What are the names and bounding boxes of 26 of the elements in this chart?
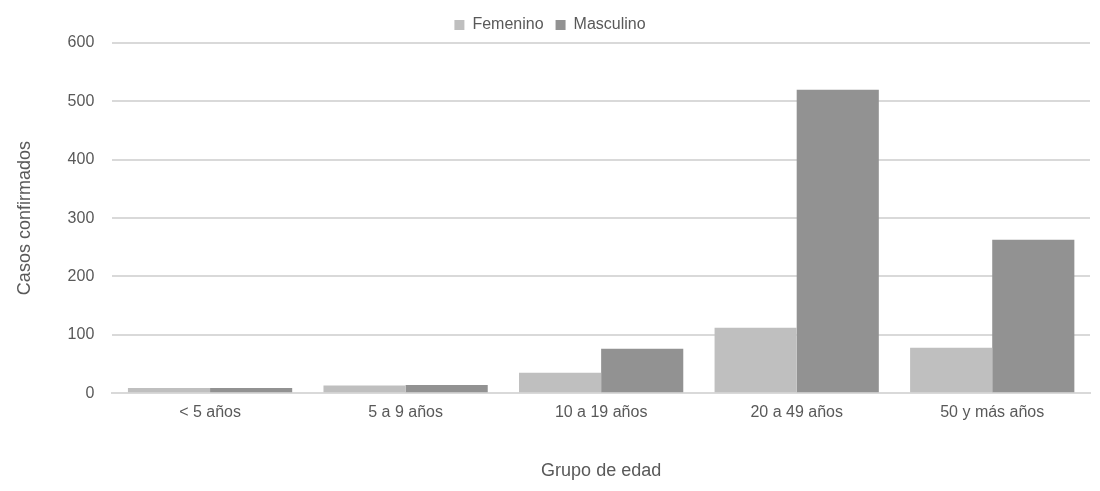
- x-tick-label: < 5 años: [179, 403, 241, 421]
- bar: [796, 89, 879, 393]
- bar: [210, 387, 293, 393]
- y-tick-label: 100: [67, 325, 95, 343]
- x-tick-label: 10 a 19 años: [554, 403, 648, 421]
- x-axis-title: Grupo de edad: [541, 460, 662, 481]
- x-tick-label: 50 y más años: [940, 403, 1045, 421]
- bar: [323, 385, 406, 393]
- legend-label: Masculino: [573, 15, 646, 33]
- legend-label: Femenino: [472, 15, 544, 33]
- bar: [601, 348, 684, 393]
- bar: [519, 372, 602, 393]
- bar: [405, 385, 488, 393]
- y-tick-label: 300: [67, 208, 95, 226]
- x-tick-label: 5 a 9 años: [368, 403, 443, 421]
- y-tick-label: 0: [85, 383, 95, 401]
- bar: [127, 387, 211, 393]
- bar: [714, 327, 797, 393]
- y-tick-label: 200: [67, 266, 95, 284]
- y-tick-label: 600: [67, 33, 95, 51]
- y-axis-title: Casos confirmados: [13, 141, 34, 296]
- y-tick-label: 400: [67, 150, 95, 168]
- bar: [992, 239, 1075, 393]
- x-tick-label: 20 a 49 años: [750, 403, 843, 421]
- bar: [910, 347, 993, 393]
- y-tick-label: 500: [67, 91, 95, 109]
